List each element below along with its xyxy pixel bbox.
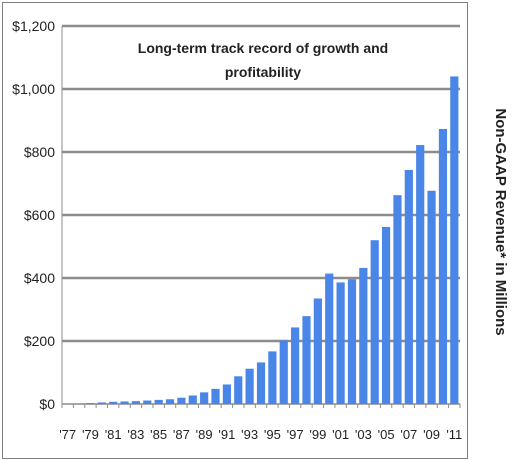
bar [404,169,413,404]
chart-frame [2,2,468,459]
bar [291,327,300,404]
x-tick-label: '91 [218,427,235,442]
chart-title-line-2: profitability [225,64,301,80]
bar [279,340,288,404]
bar [245,368,254,404]
x-tick-label: '11 [446,427,462,442]
x-tick-label: '07 [400,427,417,442]
bar [359,267,368,404]
bar [302,316,311,404]
x-tick-label: '93 [241,427,258,442]
bar [234,376,243,404]
bar [370,240,379,404]
bar [256,362,266,404]
x-axis-ticks: '77 '79 '81 '83 '85 '87 '89 '91 '93 '95 '97 '99 '01 '… [59,404,462,442]
chart-title-line-1: Long-term track record of growth and [138,40,388,56]
y-tick-label: $600 [24,207,55,223]
y-axis-label: Non-GAAP Revenue* in Millions [492,108,509,335]
bar [325,273,334,404]
bar [188,395,197,404]
x-tick-label: '81 [105,427,122,442]
bars [74,76,459,405]
x-tick-label: '01 [332,427,349,442]
y-tick-label: $0 [39,396,55,412]
bar [86,403,95,404]
y-tick-label: $400 [24,270,55,286]
x-tick-label: '79 [82,427,99,442]
x-tick-label: '89 [196,427,213,442]
bar [222,384,231,404]
x-tick-label: '03 [355,427,372,442]
x-tick-label: '09 [423,427,440,442]
y-axis-ticks: $0 $200 $400 $600 $800 $1,000 $1,200 [12,18,55,412]
x-tick-label: '99 [309,427,326,442]
x-tick-label: '83 [127,427,144,442]
y-tick-label: $800 [24,144,55,160]
bar [393,195,402,404]
x-tick-label: '95 [264,427,281,442]
bar [313,298,322,404]
bar [131,401,141,404]
bar [268,351,277,404]
bar [438,129,448,404]
bar [347,279,357,404]
bar [154,399,163,404]
x-tick-label: '97 [287,427,304,442]
bar [416,145,425,404]
x-tick-label: '85 [150,427,167,442]
bar [120,401,129,404]
bar [97,402,106,404]
x-tick-label: '05 [378,427,395,442]
bar [200,392,209,404]
bar [427,190,436,404]
y-tick-label: $200 [24,333,55,349]
bar [381,226,391,404]
y-tick-label: $1,200 [12,18,55,34]
y-tick-label: $1,000 [12,81,55,97]
bar [109,401,118,404]
x-tick-label: '87 [173,427,190,442]
bar [336,282,345,404]
bar [165,399,175,404]
bar [211,388,220,404]
x-tick-label: '77 [59,427,76,442]
bar [177,397,186,404]
bar [143,400,152,404]
bar [450,76,459,405]
